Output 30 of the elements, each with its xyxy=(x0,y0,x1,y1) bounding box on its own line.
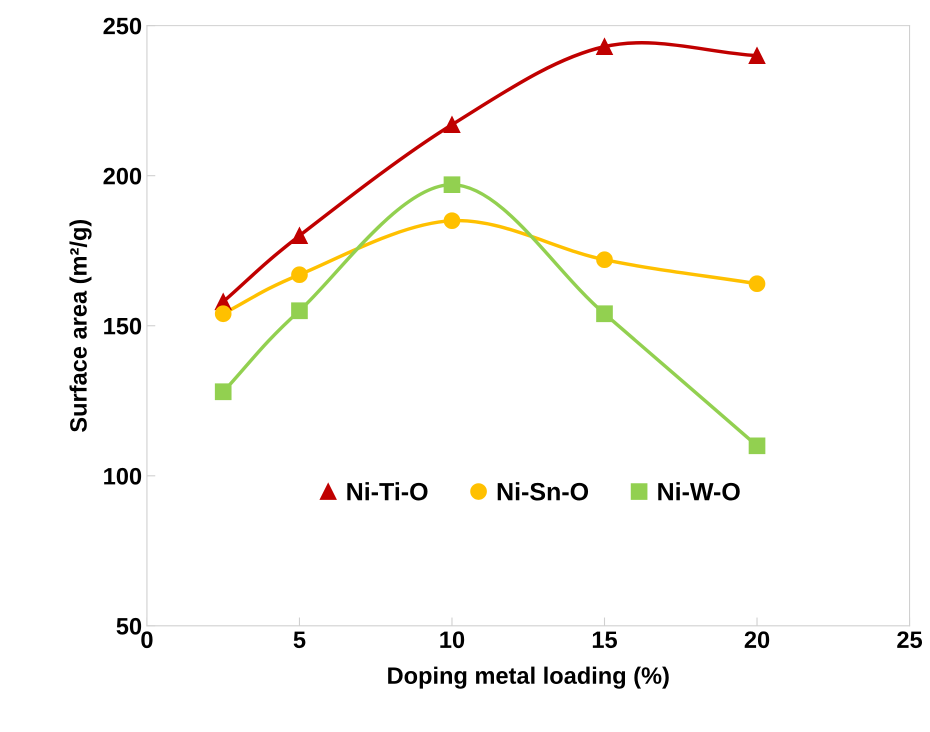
point xyxy=(596,251,613,268)
x-tick-label: 15 xyxy=(592,632,617,648)
y-tick-label: 100 xyxy=(104,468,142,485)
point xyxy=(291,302,308,320)
x-tick-label: 5 xyxy=(294,632,306,648)
point xyxy=(444,212,460,230)
y-tick-label: 50 xyxy=(116,618,142,635)
x-tick-label: 20 xyxy=(744,631,770,648)
legend-label: Ni-Sn-O xyxy=(498,482,588,501)
point xyxy=(291,227,308,244)
x-tick-label: 0 xyxy=(141,631,153,648)
legend-label: Ni-Ti-O xyxy=(347,482,428,501)
point xyxy=(291,266,308,284)
point xyxy=(214,305,232,322)
point xyxy=(444,176,460,194)
point xyxy=(748,275,766,292)
x-axis-title: Doping metal loading (%) xyxy=(388,666,669,689)
legend-label: Ni-W-O xyxy=(658,482,740,501)
x-tick-label: 10 xyxy=(440,631,464,648)
y-tick-label: 250 xyxy=(104,18,142,34)
point xyxy=(748,437,766,454)
point xyxy=(444,116,460,133)
x-tick-label: 25 xyxy=(897,631,922,648)
y-tick-label: 200 xyxy=(104,168,142,184)
y-axis-title: Surface area (m²/g) xyxy=(69,220,92,432)
y-tick-label: 150 xyxy=(104,318,142,335)
point xyxy=(748,47,766,64)
point xyxy=(596,38,613,55)
point xyxy=(214,383,232,400)
point xyxy=(596,305,613,322)
